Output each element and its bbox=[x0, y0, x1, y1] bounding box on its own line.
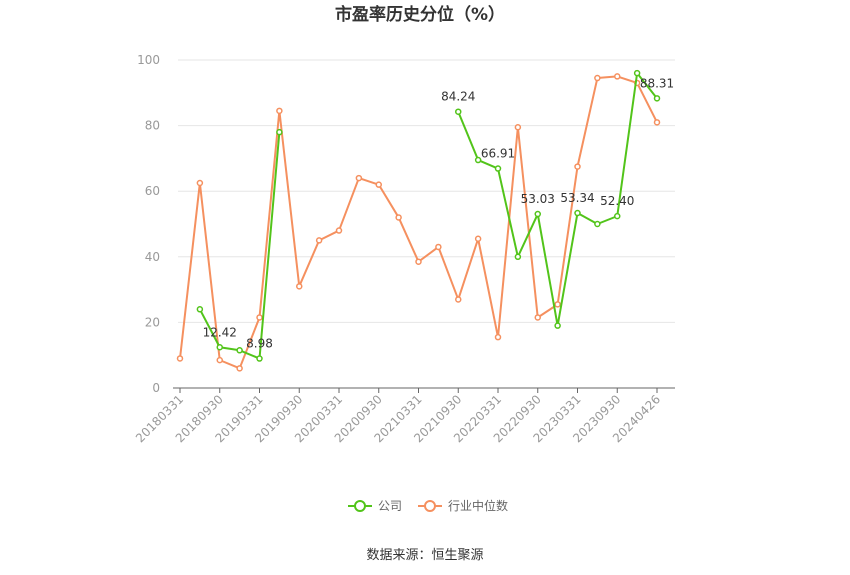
data-point bbox=[315, 237, 323, 244]
data-point bbox=[594, 74, 601, 82]
legend-label: 行业中位数 bbox=[448, 498, 508, 513]
legend-marker bbox=[424, 500, 436, 512]
data-point bbox=[216, 344, 223, 351]
data-point bbox=[554, 322, 561, 329]
data-point bbox=[514, 253, 522, 261]
data-point bbox=[256, 355, 263, 362]
legend[interactable]: 公司 行业中位数 bbox=[348, 498, 508, 513]
data-point bbox=[176, 355, 184, 362]
y-axis: 0 20 40 60 80 100 bbox=[137, 53, 160, 395]
data-source: 数据来源：恒生聚源 bbox=[366, 548, 483, 563]
data-point bbox=[355, 174, 363, 182]
data-label: 53.34 bbox=[560, 191, 594, 205]
data-point bbox=[395, 214, 402, 221]
y-tick-label: 80 bbox=[145, 119, 160, 133]
data-label: 88.31 bbox=[640, 76, 674, 90]
data-point bbox=[335, 227, 343, 234]
legend-label: 公司 bbox=[378, 499, 402, 513]
data-point bbox=[276, 107, 283, 115]
y-tick-label: 60 bbox=[145, 184, 160, 198]
data-point bbox=[296, 283, 303, 290]
data-point bbox=[474, 156, 482, 164]
data-point bbox=[196, 179, 204, 187]
chart-title: 市盈率历史分位（%） bbox=[335, 4, 505, 25]
data-point bbox=[236, 365, 243, 372]
data-point bbox=[594, 220, 601, 228]
legend-item[interactable]: 公司 bbox=[348, 499, 402, 513]
y-tick-label: 40 bbox=[145, 250, 160, 264]
data-point bbox=[455, 108, 462, 115]
series-group bbox=[176, 69, 661, 372]
data-point bbox=[415, 258, 422, 265]
data-point bbox=[474, 235, 482, 243]
legend-marker bbox=[354, 500, 366, 512]
data-point bbox=[633, 69, 641, 77]
data-point bbox=[216, 356, 223, 364]
data-label: 12.42 bbox=[203, 325, 237, 339]
y-tick-label: 0 bbox=[152, 381, 160, 395]
data-point bbox=[455, 296, 462, 303]
data-point bbox=[256, 314, 263, 321]
data-label: 8.98 bbox=[246, 337, 273, 351]
data-point bbox=[554, 301, 561, 308]
data-point bbox=[614, 73, 621, 80]
y-tick-label: 100 bbox=[137, 53, 160, 67]
data-point bbox=[514, 123, 522, 131]
data-point bbox=[494, 333, 502, 341]
y-tick-label: 20 bbox=[145, 315, 160, 329]
data-point bbox=[196, 306, 204, 313]
legend-item[interactable]: 行业中位数 bbox=[418, 498, 508, 513]
data-label: 84.24 bbox=[441, 90, 475, 104]
data-point bbox=[534, 210, 541, 218]
data-point bbox=[375, 181, 382, 188]
data-point bbox=[574, 163, 581, 170]
data-point bbox=[653, 119, 661, 126]
data-point bbox=[574, 209, 581, 217]
data-point bbox=[653, 95, 661, 102]
data-point bbox=[534, 314, 541, 321]
data-point bbox=[236, 347, 243, 354]
series-line bbox=[179, 75, 658, 370]
data-label: 66.91 bbox=[481, 147, 515, 161]
data-label: 52.40 bbox=[600, 194, 634, 208]
grid bbox=[178, 59, 675, 323]
data-label: 53.03 bbox=[521, 192, 555, 206]
data-labels: 12.42 8.98 84.24 66.91 53.03 53.34 52.40 88.31 bbox=[203, 76, 675, 350]
x-axis: 2018033120180930201903312019093020200331… bbox=[133, 387, 675, 445]
data-point bbox=[614, 212, 621, 220]
data-point bbox=[494, 165, 502, 172]
data-point bbox=[276, 128, 283, 136]
data-point bbox=[435, 243, 442, 251]
